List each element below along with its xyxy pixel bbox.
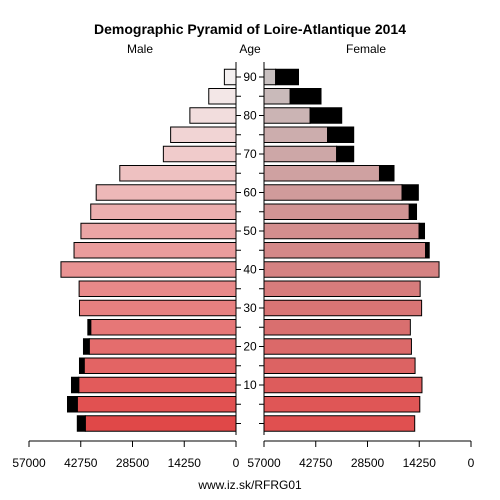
female-x-tick-label: 0 [468,456,475,470]
male-x-tick-label: 57000 [12,456,46,470]
male-bar-60-64 [95,184,237,201]
male-bar-85-89 [208,88,237,105]
male-bar-10-14 [78,376,237,394]
female-excess-65-69 [378,165,395,182]
male-bar-70-74 [162,145,237,163]
female-bar-50-54 [263,222,420,240]
male-bar-25-29 [90,319,237,336]
female-bar-5-9 [263,396,421,413]
female-bar-40-44 [263,261,440,278]
female-excess-85-89 [289,88,322,105]
female-x-tick-label: 42750 [299,456,333,470]
axes-group: 57000 0 42750 14250 28500 28500 14250 42750 0 570… [12,62,475,470]
age-tick-label: 50 [243,224,257,238]
male-label: Male [127,42,153,56]
male-x-tick-label: 28500 [116,456,150,470]
age-label: Age [239,42,261,56]
male-excess-5-9 [66,396,78,413]
female-bar-30-34 [263,299,423,317]
male-bar-40-44 [60,261,237,278]
female-bar-35-39 [263,280,421,297]
age-tick-label: 30 [243,301,257,315]
female-excess-50-54 [418,222,426,240]
female-bar-25-29 [263,319,411,336]
male-excess-25-29 [87,319,92,336]
female-bar-60-64 [263,184,403,201]
female-bar-20-24 [263,338,412,355]
age-tick-label: 70 [243,147,257,161]
age-tick-label: 10 [243,378,257,392]
female-excess-70-74 [336,145,355,163]
male-bar-45-49 [73,242,237,259]
male-x-tick-label: 0 [233,456,240,470]
male-bar-50-54 [80,222,237,240]
female-bar-70-74 [263,145,338,163]
female-excess-60-64 [401,184,419,201]
female-bar-65-69 [263,165,380,182]
male-bar-0-4 [84,415,237,432]
footer-url: www.iz.sk/RFRG01 [197,478,302,492]
female-bar-80-84 [263,107,311,124]
male-excess-20-24 [82,338,90,355]
female-bar-90+ [263,68,277,86]
female-bar-75-79 [263,126,329,143]
female-excess-75-79 [327,126,355,143]
age-tick-label: 60 [243,186,257,200]
female-label: Female [346,42,386,56]
female-x-tick-label: 28500 [351,456,385,470]
male-excess-10-14 [70,376,80,394]
male-excess-15-19 [78,357,85,374]
female-bar-0-4 [263,415,416,432]
male-bar-90+ [223,68,237,86]
male-bar-20-24 [88,338,237,355]
male-bar-30-34 [78,299,237,317]
female-x-tick-label: 14250 [403,456,437,470]
male-bar-55-59 [90,203,237,220]
male-bar-15-19 [83,357,237,374]
female-bar-85-89 [263,88,291,105]
chart-title: Demographic Pyramid of Loire-Atlantique … [94,21,406,37]
female-bar-10-14 [263,376,423,394]
male-excess-0-4 [76,415,86,432]
male-bar-65-69 [119,165,237,182]
male-x-tick-label: 42750 [64,456,98,470]
age-tick-label: 20 [243,340,257,354]
female-excess-45-49 [425,242,430,259]
female-bar-45-49 [263,242,427,259]
male-bar-75-79 [170,126,237,143]
bars-group [60,68,440,432]
age-tick-label: 40 [243,263,257,277]
male-bar-5-9 [76,396,237,413]
female-bar-55-59 [263,203,410,220]
male-x-tick-label: 14250 [168,456,202,470]
female-excess-80-84 [309,107,343,124]
male-bar-35-39 [78,280,237,297]
age-tick-label: 90 [243,70,257,84]
female-excess-90+ [275,68,300,86]
female-x-tick-label: 57000 [247,456,281,470]
age-tick-label: 80 [243,109,257,123]
male-bar-80-84 [189,107,237,124]
female-excess-55-59 [408,203,418,220]
female-bar-15-19 [263,357,416,374]
